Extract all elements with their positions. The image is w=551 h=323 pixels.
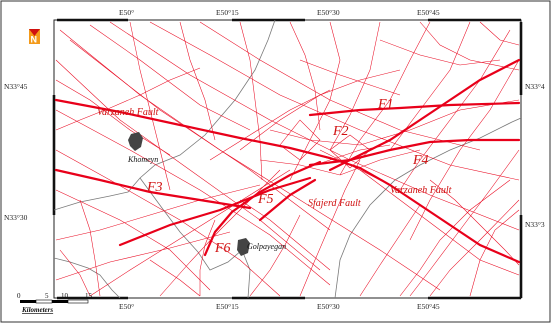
lineaments — [55, 21, 520, 297]
town-label-golpayegan: Golpayegan — [247, 242, 286, 251]
f2-fault-line — [328, 58, 521, 172]
right-tick-1: N33°4 — [525, 82, 545, 91]
bottom-tick-4: E50°45 — [417, 302, 440, 311]
fault-label-f1: F1 — [377, 97, 394, 112]
bottom-tick-3: E50°30 — [317, 302, 340, 311]
bottom-tick-2: E50°15 — [216, 302, 239, 311]
top-tick-1: E50° — [119, 8, 134, 17]
right-tick-2: N33°3 — [525, 220, 545, 229]
scale-unit: Kilometers — [21, 306, 53, 314]
f3-fault-line — [54, 168, 252, 210]
f4-fault-line — [308, 138, 521, 167]
top-tick-4: E50°45 — [417, 8, 440, 17]
scale-tick-15: 15 — [85, 292, 93, 300]
fault-label-varzaneh-upper: Varzaneh Fault — [97, 107, 159, 118]
golpayegan-town-marker — [237, 238, 250, 256]
f1-fault-line — [308, 101, 521, 117]
scale-tick-5: 5 — [45, 292, 49, 300]
fault-label-f6: F6 — [214, 241, 231, 256]
map-neatline — [53, 19, 522, 299]
fault-label-sfajerd: Sfajerd Fault — [308, 198, 361, 209]
town-label-khomeyn: Khomeyn — [127, 155, 158, 164]
top-tick-2: E50°15 — [216, 8, 239, 17]
khomeyn-town-marker — [128, 132, 143, 151]
fault-label-varzaneh-lower: Varzaneh Fault — [390, 185, 452, 196]
fault-label-f4: F4 — [412, 153, 429, 168]
scale-bar: 0 5 10 15 Kilometers — [17, 292, 93, 314]
north-arrow-icon: N — [29, 29, 40, 45]
f6-fault-line — [203, 160, 322, 257]
fault-label-f3: F3 — [146, 180, 163, 195]
graduation-bars — [52, 18, 523, 300]
svg-text:N: N — [31, 35, 38, 45]
main-faults — [54, 58, 521, 264]
f5-fault-line — [118, 176, 312, 247]
top-tick-3: E50°30 — [317, 8, 340, 17]
scale-tick-10: 10 — [61, 292, 69, 300]
fault-label-f2: F2 — [332, 124, 349, 139]
fault-label-f5: F5 — [257, 192, 274, 207]
left-tick-1: N33°45 — [4, 82, 28, 91]
left-tick-2: N33°30 — [4, 213, 28, 222]
scale-tick-0: 0 — [17, 292, 21, 300]
sfajerd-fault-line — [258, 178, 317, 222]
province-border — [54, 20, 521, 298]
bottom-tick-1: E50° — [119, 302, 134, 311]
